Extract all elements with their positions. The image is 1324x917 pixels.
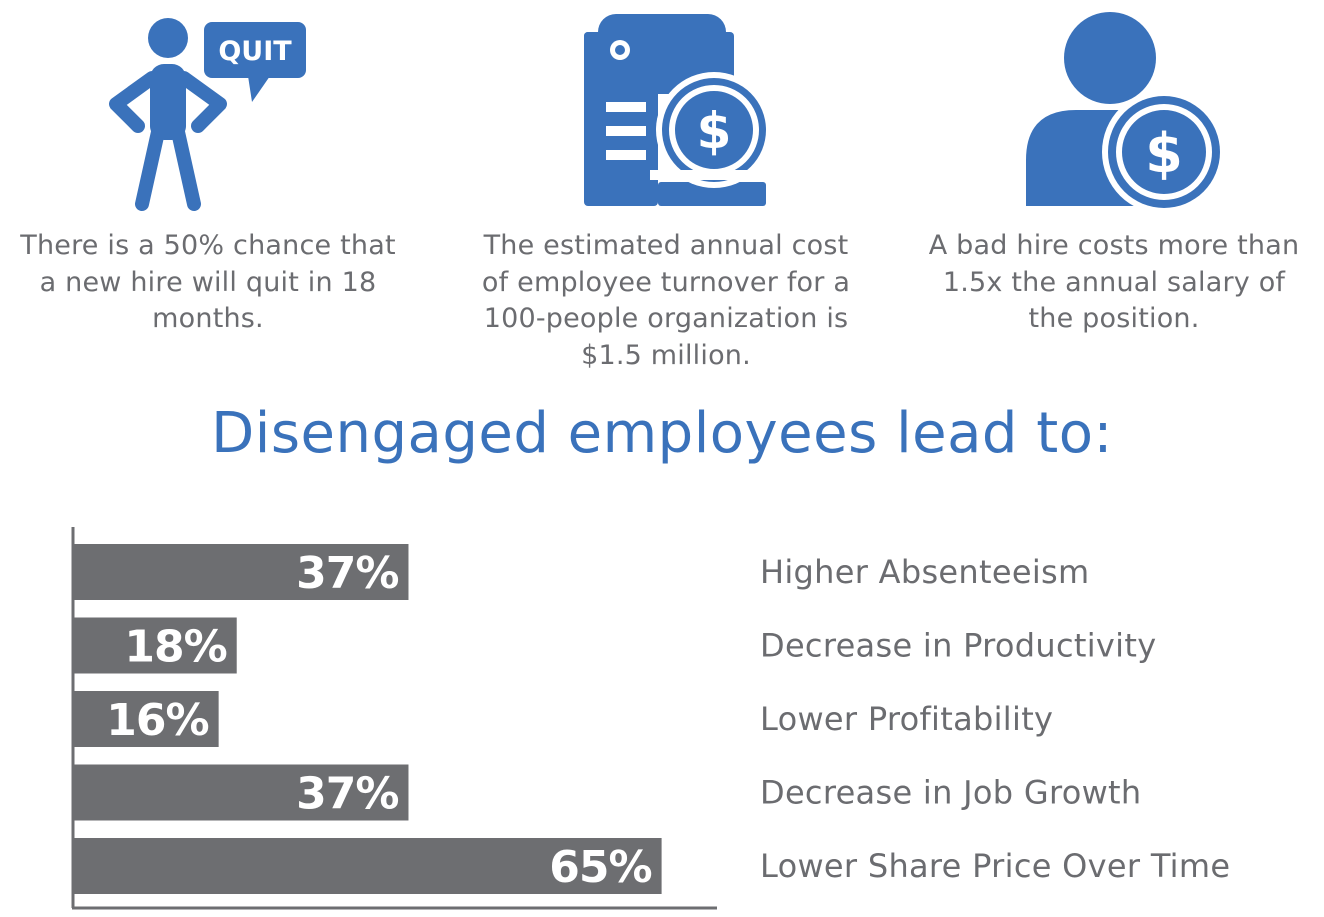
bar-category-label-2: Decrease in Productivity — [760, 627, 1156, 665]
bar-2 — [74, 617, 237, 674]
bar-4 — [74, 764, 409, 821]
user-dollar-icon: $ — [1026, 12, 1226, 210]
bars-group: 37% Higher Absenteeism 18% Decrease in Prod… — [74, 544, 1230, 894]
svg-text:$: $ — [1145, 122, 1183, 185]
bar-value-label-2: 18% — [124, 622, 226, 673]
bar-1 — [74, 544, 409, 600]
bar-chart: 37% Higher Absenteeism 18% Decrease in Prod… — [71, 527, 1230, 910]
bar-category-label-4: Decrease in Job Growth — [760, 774, 1141, 812]
bar-value-label-3: 16% — [106, 695, 208, 746]
chart-headline: Disengaged employees lead to: — [211, 401, 1113, 466]
person-quit-icon: QUIT — [109, 18, 306, 211]
stat-text-turnover-cost: The estimated annual cost of employee tu… — [481, 230, 851, 371]
bar-value-label-1: 37% — [296, 548, 398, 599]
bar-category-label-1: Higher Absenteeism — [760, 553, 1089, 591]
quit-badge-text: QUIT — [218, 36, 292, 67]
bar-3 — [74, 691, 219, 747]
stat-text-bad-hire: A bad hire costs more than 1.5x the annu… — [928, 230, 1300, 334]
document-dollar-icon: $ — [584, 14, 774, 206]
bar-5 — [74, 838, 662, 894]
stat-text-quit-chance: There is a 50% chance that a new hire wi… — [20, 230, 396, 334]
bar-value-label-4: 37% — [296, 769, 398, 820]
bar-category-label-5: Lower Share Price Over Time — [760, 847, 1230, 885]
bar-value-label-5: 65% — [549, 842, 651, 893]
bar-category-label-3: Lower Profitability — [760, 700, 1053, 738]
svg-text:$: $ — [697, 102, 732, 160]
